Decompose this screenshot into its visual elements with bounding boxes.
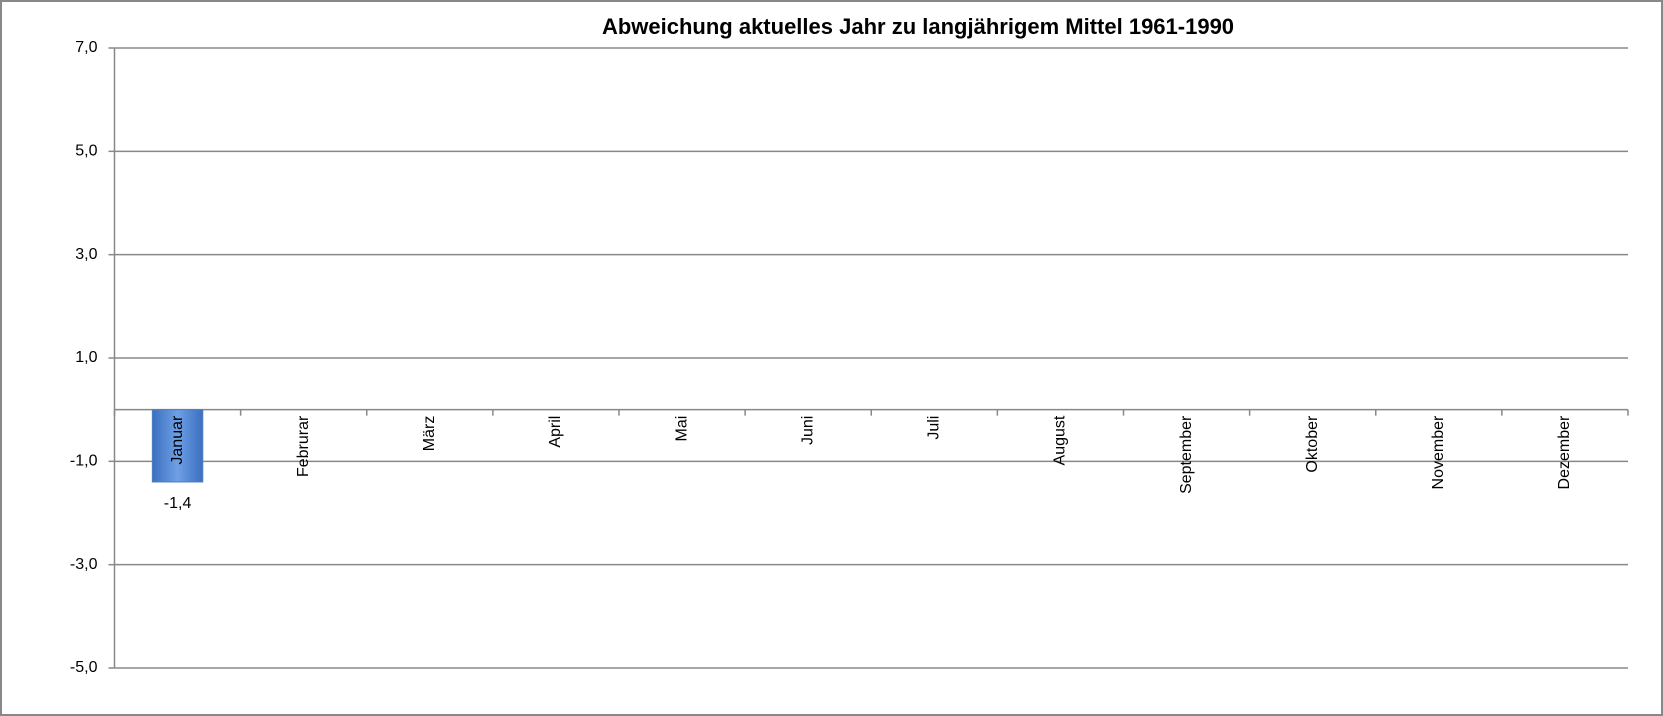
- x-tick-label: Dezember: [1556, 415, 1573, 489]
- y-tick-label: -5,0: [70, 659, 98, 676]
- y-tick-label: -1,0: [70, 453, 98, 470]
- x-tick-label: Mai: [673, 416, 690, 442]
- x-tick-label: Juni: [799, 416, 816, 445]
- chart-title: Abweichung aktuelles Jahr zu langjährige…: [602, 14, 1234, 39]
- y-tick-label: 3,0: [75, 246, 97, 263]
- y-tick-label: 5,0: [75, 143, 97, 160]
- x-tick-label: März: [421, 416, 438, 452]
- y-tick-label: 1,0: [75, 349, 97, 366]
- y-tick-label: 7,0: [75, 39, 97, 56]
- x-tick-label: Juli: [926, 416, 943, 440]
- x-tick-label: August: [1052, 415, 1069, 465]
- x-tick-label: April: [547, 416, 564, 448]
- x-tick-label: Oktober: [1304, 415, 1321, 473]
- x-tick-label: Januar: [169, 415, 186, 465]
- data-label: -1,4: [164, 495, 192, 512]
- x-tick-label: Februrar: [295, 415, 312, 477]
- x-tick-label: November: [1430, 415, 1447, 489]
- y-tick-label: -3,0: [70, 556, 98, 573]
- x-tick-label: September: [1178, 415, 1195, 494]
- bar: [151, 409, 204, 483]
